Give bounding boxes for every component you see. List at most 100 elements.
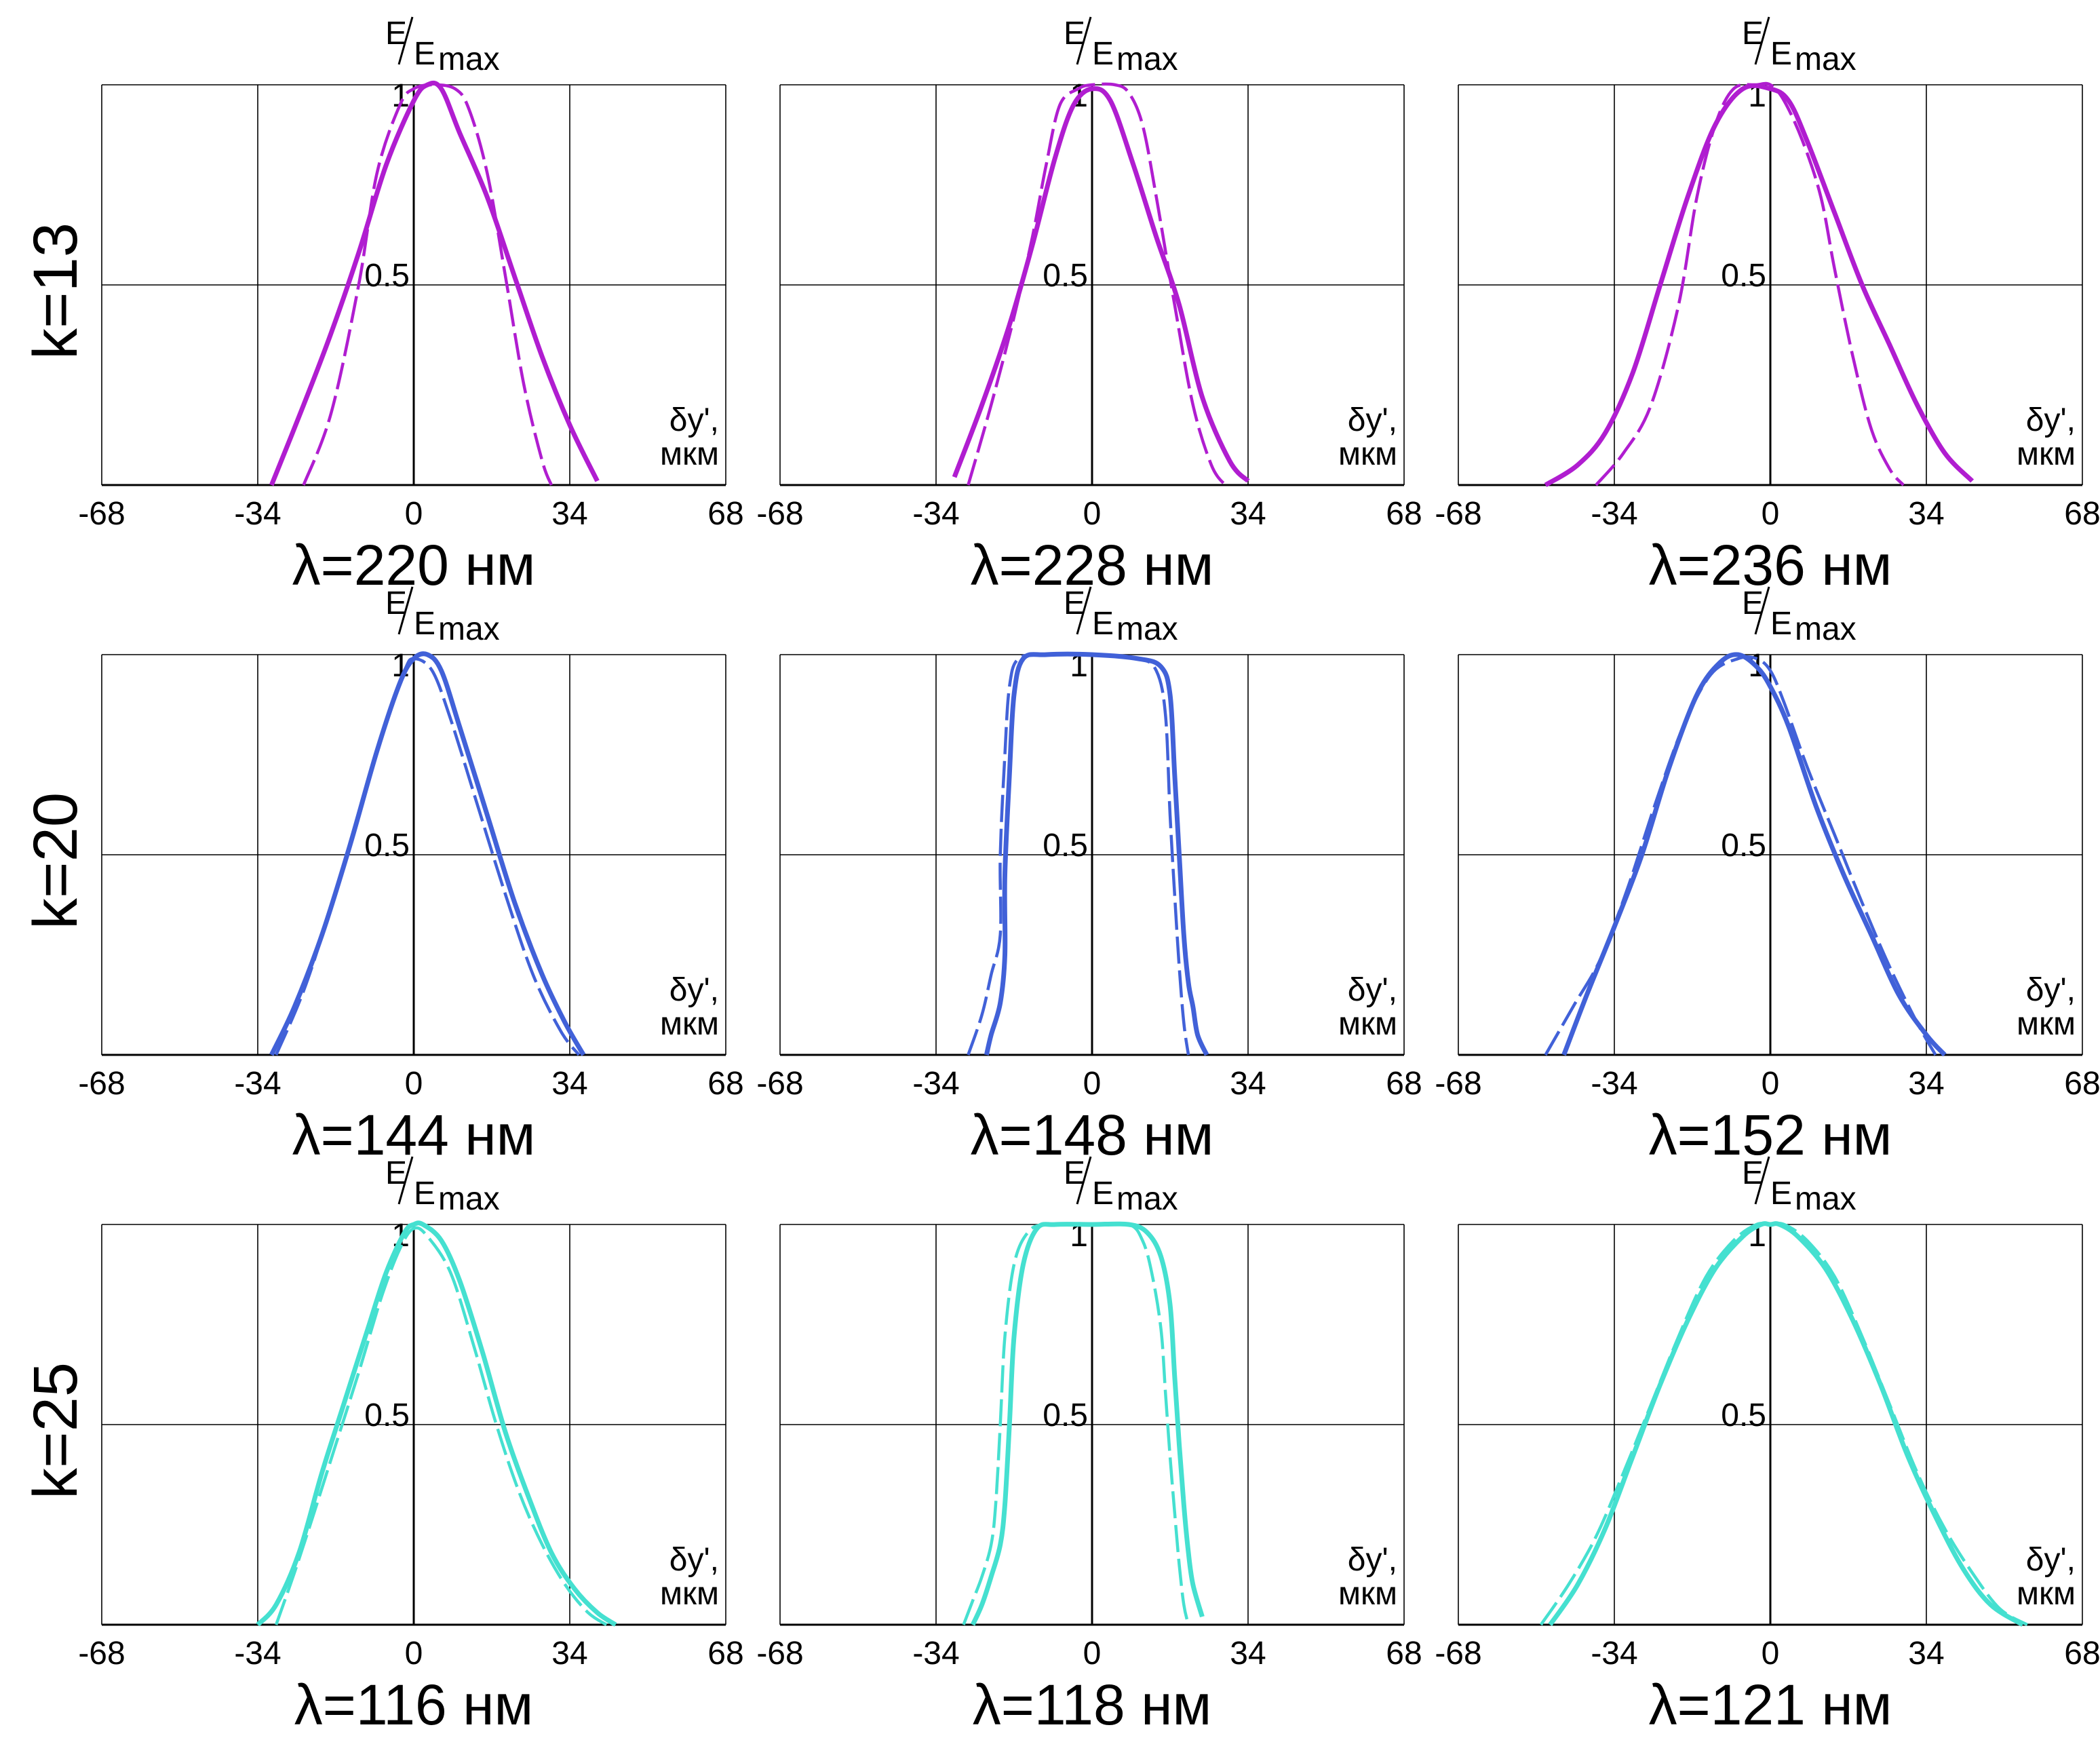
x-axis-label-line1: δy', (1348, 1542, 1397, 1578)
y-axis-label: EE max (1742, 585, 1856, 647)
x-tick-label: -34 (234, 1636, 281, 1672)
y-label-denominator: E (414, 1176, 435, 1212)
x-tick-label: 34 (1230, 496, 1266, 532)
x-axis-label-line2: мкм (2017, 1576, 2076, 1612)
series-line-solid (269, 80, 600, 486)
y-label-denominator: E (1092, 606, 1114, 642)
y-label-slash (1754, 586, 1770, 635)
y-label-denominator: E (1770, 36, 1792, 72)
y-label-subscript: max (1795, 41, 1856, 77)
y-tick-label: 0.5 (1043, 828, 1088, 864)
y-axis-label: EE max (1742, 1155, 1856, 1217)
series-line-solid (256, 1220, 617, 1627)
x-tick-label: 68 (2064, 496, 2100, 532)
y-axis-label: EE max (385, 585, 500, 647)
x-tick-label: -68 (78, 1636, 125, 1672)
x-tick-label: -34 (1591, 1636, 1637, 1672)
x-tick-label: 34 (1908, 1066, 1944, 1102)
x-tick-label: 0 (405, 1066, 423, 1102)
x-tick-label: 34 (1230, 1636, 1266, 1672)
x-axis-label-line2: мкм (660, 1576, 719, 1612)
x-tick-label: -68 (78, 496, 125, 532)
x-tick-label: 68 (707, 1066, 743, 1102)
y-label-subscript: max (438, 41, 500, 77)
series-line-solid (1561, 652, 1947, 1057)
x-tick-label: 68 (1386, 496, 1422, 532)
y-tick-label: 0.5 (1721, 828, 1766, 864)
x-tick-label: 0 (405, 1636, 423, 1672)
chart-title: λ=152 нм (1648, 1103, 1892, 1167)
series-line-dashed (302, 83, 553, 486)
x-tick-label: 0 (1762, 496, 1780, 532)
y-label-subscript: max (1795, 611, 1856, 647)
x-tick-label: 0 (1083, 496, 1102, 532)
y-label-subscript: max (438, 611, 500, 647)
y-axis-label: EE max (385, 16, 500, 77)
y-label-subscript: max (1795, 1181, 1856, 1217)
y-label-denominator: E (1092, 1176, 1114, 1212)
x-axis-label-line1: δy', (2026, 972, 2076, 1008)
y-label-denominator: E (1092, 36, 1114, 72)
x-tick-label: 68 (1386, 1066, 1422, 1102)
y-tick-label: 0.5 (1721, 1397, 1766, 1433)
x-axis-label-line1: δy', (2026, 1542, 2076, 1578)
x-axis-label-line1: δy', (2026, 402, 2076, 438)
y-label-subscript: max (1116, 611, 1178, 647)
series-line-dashed (1544, 655, 1937, 1056)
x-tick-label: -68 (756, 1066, 803, 1102)
y-tick-label: 0.5 (364, 1397, 410, 1433)
x-tick-label: -68 (1435, 1636, 1481, 1672)
x-tick-label: 34 (1908, 496, 1944, 532)
chart-title: λ=228 нм (970, 533, 1214, 597)
y-tick-label: 0.5 (1043, 258, 1088, 294)
y-label-denominator: E (414, 606, 435, 642)
x-tick-label: 68 (1386, 1636, 1422, 1672)
x-tick-label: -34 (912, 1636, 959, 1672)
y-tick-label: 0.5 (1043, 1397, 1088, 1433)
chart-title: λ=148 нм (970, 1103, 1214, 1167)
y-label-slash (1076, 16, 1092, 65)
x-tick-label: 68 (2064, 1066, 2100, 1102)
x-axis-label-line1: δy', (669, 972, 719, 1008)
y-label-denominator: E (414, 36, 435, 72)
y-axis-label: EE max (1742, 16, 1856, 77)
y-tick-label: 0.5 (364, 258, 410, 294)
x-tick-label: 0 (1083, 1066, 1102, 1102)
x-tick-label: 34 (1230, 1066, 1266, 1102)
chart-title: λ=144 нм (292, 1103, 536, 1167)
y-tick-label: 1 (391, 78, 410, 114)
x-tick-label: 0 (1762, 1636, 1780, 1672)
x-tick-label: 68 (2064, 1636, 2100, 1672)
y-label-subscript: max (1116, 41, 1178, 77)
x-tick-label: -34 (234, 1066, 281, 1102)
series-line-dashed (967, 82, 1227, 486)
x-axis-label-line2: мкм (660, 436, 719, 472)
y-label-slash (1076, 1156, 1092, 1205)
x-axis-label-line2: мкм (1338, 1006, 1397, 1042)
series-line-dashed (1595, 81, 1905, 486)
x-tick-label: -34 (1591, 1066, 1637, 1102)
y-tick-label: 0.5 (1721, 258, 1766, 294)
y-axis-label: EE max (1064, 1155, 1178, 1217)
x-tick-label: -34 (234, 496, 281, 532)
series-line-dashed (275, 657, 581, 1056)
y-axis-label: EE max (1064, 16, 1178, 77)
y-label-slash (397, 586, 414, 635)
x-tick-label: 68 (707, 1636, 743, 1672)
y-label-denominator: E (1770, 1176, 1792, 1212)
series-line-dashed (1539, 1222, 2028, 1626)
